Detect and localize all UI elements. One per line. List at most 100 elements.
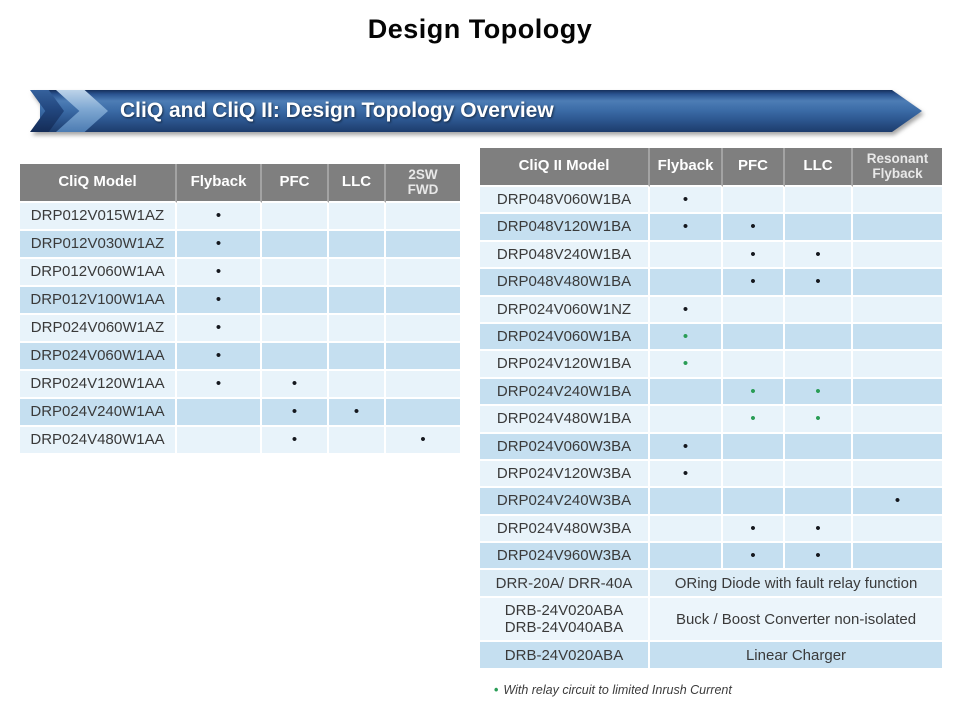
topology-empty-cell xyxy=(853,515,942,544)
table-row: DRB-24V020ABA DRB-24V040ABA Buck / Boost … xyxy=(480,597,942,643)
topology-dot-cell-black: • xyxy=(785,241,853,270)
topology-dot-cell-green: • xyxy=(650,351,723,379)
table-row: DRP024V480W1BA • • xyxy=(480,406,942,434)
black-dot-icon: • xyxy=(815,245,821,263)
cliq-table-body: DRP012V015W1AZ • DRP012V030W1AZ • DRP012V060… xyxy=(20,203,460,455)
topology-dot-cell-green: • xyxy=(785,378,853,407)
topology-empty-cell xyxy=(853,187,942,215)
model-cell: DRP012V060W1AA xyxy=(20,259,177,287)
model-cell: DRP012V015W1AZ xyxy=(20,203,177,231)
table-row: DRP024V480W1AA • • xyxy=(20,427,460,455)
topology-dot-cell-black: • xyxy=(785,269,853,297)
black-dot-icon: • xyxy=(682,300,689,318)
banner-title: CliQ and CliQ II: Design Topology Overvi… xyxy=(120,99,554,122)
topology-dot-cell-black: • xyxy=(386,427,460,455)
topology-empty-cell xyxy=(177,427,262,455)
table-row: DRP048V060W1BA • xyxy=(480,187,942,215)
topology-empty-cell xyxy=(329,427,386,455)
banner-arrow-bar xyxy=(40,90,922,132)
topology-empty-cell xyxy=(650,406,723,434)
topology-dot-cell-green: • xyxy=(650,323,723,352)
column-header: 2SW FWD xyxy=(386,164,460,203)
black-dot-icon: • xyxy=(215,347,222,365)
topology-empty-cell xyxy=(785,488,853,516)
topology-empty-cell xyxy=(785,296,853,324)
model-cell: DRP024V120W1AA xyxy=(20,371,177,399)
topology-dot-cell-black: • xyxy=(650,296,723,324)
black-dot-icon: • xyxy=(215,263,222,281)
topology-empty-cell xyxy=(723,433,785,461)
topology-empty-cell xyxy=(329,343,386,371)
page-title: Design Topology xyxy=(367,14,593,44)
cliq-table: CliQ Model Flyback PFC LLC 2SW FWD DRP012V01… xyxy=(20,164,460,455)
topology-empty-cell xyxy=(386,343,460,371)
table-row: DRP024V480W3BA • • xyxy=(480,515,942,544)
model-cell: DRB-24V020ABA xyxy=(480,642,650,670)
green-dot-icon: • xyxy=(815,382,821,400)
topology-dot-cell-black: • xyxy=(177,287,262,315)
topology-empty-cell xyxy=(262,287,329,315)
topology-empty-cell xyxy=(650,378,723,407)
table-row: DRP024V120W1AA • • xyxy=(20,371,460,399)
topology-dot-cell-black: • xyxy=(177,315,262,343)
green-dot-icon: • xyxy=(750,410,756,428)
green-dot-icon: • xyxy=(815,410,821,428)
topology-dot-cell-black: • xyxy=(723,214,785,242)
topology-empty-cell xyxy=(262,203,329,231)
topology-empty-cell xyxy=(853,543,942,571)
topology-empty-cell xyxy=(329,203,386,231)
topology-empty-cell xyxy=(329,259,386,287)
topology-empty-cell xyxy=(329,371,386,399)
cliq2-table-body: DRP048V060W1BA • DRP048V120W1BA • • DRP048V24… xyxy=(480,187,942,670)
model-cell: DRR-20A/ DRR-40A xyxy=(480,570,650,598)
model-cell: DRP024V480W3BA xyxy=(480,515,650,544)
cliq2-table-header: CliQ II Model Flyback PFC LLC Resonant Flyba… xyxy=(480,148,942,187)
topology-dot-cell-black: • xyxy=(262,399,329,427)
topology-empty-cell xyxy=(386,231,460,259)
model-cell: DRP012V100W1AA xyxy=(20,287,177,315)
model-cell: DRP048V480W1BA xyxy=(480,269,650,297)
topology-dot-cell-black: • xyxy=(177,203,262,231)
topology-dot-cell-green: • xyxy=(723,406,785,434)
black-dot-icon: • xyxy=(682,218,689,236)
topology-empty-cell xyxy=(386,371,460,399)
black-dot-icon: • xyxy=(291,375,298,393)
topology-dot-cell-black: • xyxy=(177,259,262,287)
topology-empty-cell xyxy=(262,343,329,371)
topology-empty-cell xyxy=(785,433,853,461)
model-cell: DRP024V240W3BA xyxy=(480,488,650,516)
topology-empty-cell xyxy=(262,231,329,259)
table-row: DRP024V240W1AA • • xyxy=(20,399,460,427)
model-cell: DRP024V480W1BA xyxy=(480,406,650,434)
topology-empty-cell xyxy=(650,241,723,270)
topology-empty-cell xyxy=(785,187,853,215)
topology-empty-cell xyxy=(262,259,329,287)
topology-empty-cell xyxy=(723,323,785,352)
table-row: DRP024V240W3BA • xyxy=(480,488,942,516)
topology-empty-cell xyxy=(785,323,853,352)
topology-empty-cell xyxy=(262,315,329,343)
black-dot-icon: • xyxy=(750,218,756,236)
model-cell: DRP024V060W3BA xyxy=(480,433,650,461)
table-row: DRP024V960W3BA • • xyxy=(480,543,942,571)
table-row: DRR-20A/ DRR-40A ORing Diode with fault r… xyxy=(480,570,942,598)
section-banner: CliQ and CliQ II: Design Topology Overvi… xyxy=(30,90,922,132)
model-cell: DRP024V060W1AZ xyxy=(20,315,177,343)
table-row: DRP012V015W1AZ • xyxy=(20,203,460,231)
topology-dot-cell-black: • xyxy=(650,187,723,215)
column-header: CliQ II Model xyxy=(480,148,650,187)
topology-dot-cell-black: • xyxy=(177,371,262,399)
black-dot-icon: • xyxy=(291,403,298,421)
column-header: Resonant Flyback xyxy=(853,148,942,187)
footnote-green-dot-icon: • xyxy=(494,683,499,697)
black-dot-icon: • xyxy=(750,519,756,537)
topology-dot-cell-black: • xyxy=(177,231,262,259)
black-dot-icon: • xyxy=(815,547,821,565)
topology-empty-cell xyxy=(785,351,853,379)
model-cell: DRP024V060W1BA xyxy=(480,323,650,352)
column-header: LLC xyxy=(329,164,386,203)
model-cell: DRP048V240W1BA xyxy=(480,241,650,270)
black-dot-icon: • xyxy=(420,431,426,449)
topology-empty-cell xyxy=(650,269,723,297)
